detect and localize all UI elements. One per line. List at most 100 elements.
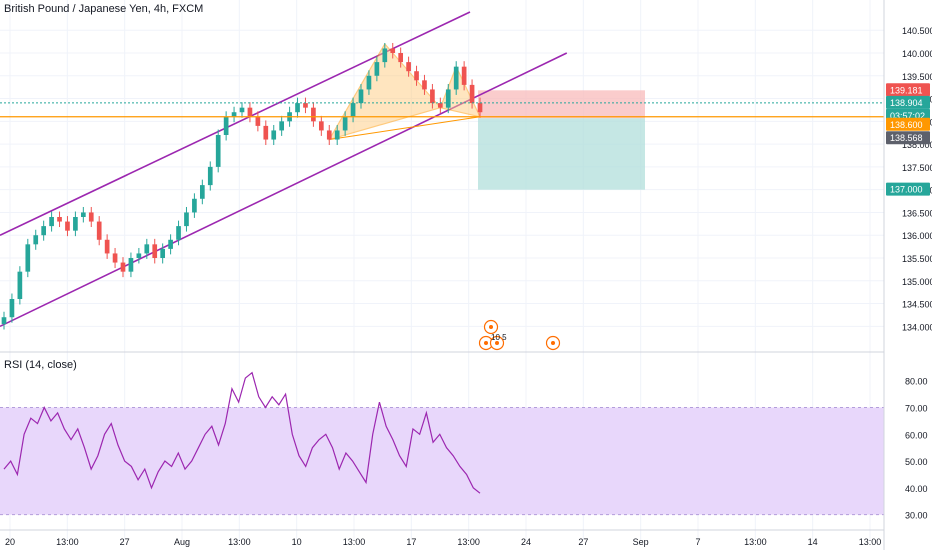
candle-body: [112, 253, 118, 263]
price-tick-label: 135.000: [902, 277, 932, 287]
candle-body: [1, 317, 7, 325]
candle-body: [247, 107, 253, 117]
candle-body: [199, 185, 205, 199]
candle-body: [414, 71, 419, 81]
event-marker-dot: [489, 325, 493, 329]
event-marker-dot: [495, 341, 499, 345]
candle-body: [445, 89, 451, 108]
time-tick-label: 27: [578, 537, 588, 547]
events[interactable]: 10 5: [478, 319, 561, 351]
time-tick-label: 7: [695, 537, 700, 547]
candle-body: [358, 89, 364, 104]
time-tick-label: 27: [120, 537, 130, 547]
rsi-title: RSI (14, close): [4, 359, 77, 371]
candle-body: [136, 253, 142, 258]
pattern-xab-triangle[interactable]: [327, 42, 442, 141]
price-tick-label: 139.500: [902, 72, 932, 82]
candle-body: [49, 217, 54, 227]
candle-body: [25, 244, 31, 272]
candle-body: [382, 48, 388, 63]
price-badge-label: 138.904: [890, 98, 923, 108]
event-count-label: 10 5: [491, 333, 507, 342]
position-zones: [478, 90, 645, 190]
price-badge: [886, 83, 930, 97]
time-tick-label: Aug: [174, 537, 190, 547]
candle-body: [326, 130, 332, 140]
candle-body: [80, 212, 86, 217]
candle-body: [192, 198, 197, 213]
candle-body: [152, 244, 158, 258]
candle-body: [430, 89, 435, 104]
candle-body: [477, 103, 483, 113]
candle-body: [469, 84, 475, 104]
candle-body: [168, 239, 173, 249]
harmonic-pattern[interactable]: [327, 42, 482, 141]
price-axis-bg: [884, 0, 932, 550]
time-tick-label: 10: [292, 537, 302, 547]
rsi-tick-label: 70.00: [905, 404, 928, 414]
time-tick-label: 13:00: [56, 537, 79, 547]
candle-body: [144, 244, 150, 254]
price-tick-label: 136.000: [902, 231, 932, 241]
candle-body: [104, 239, 110, 254]
event-marker-dot: [551, 341, 555, 345]
candle-body: [17, 271, 23, 299]
candle-body: [437, 103, 443, 108]
candle-body: [461, 66, 467, 85]
rsi-tick-label: 80.00: [905, 377, 928, 387]
candle-body: [207, 166, 213, 186]
candle-body: [311, 107, 316, 122]
candle-body: [279, 121, 285, 131]
candle-body: [160, 248, 166, 258]
candle-body: [255, 116, 261, 126]
candle-body: [73, 217, 78, 231]
candle-body: [184, 212, 189, 227]
candle-body: [398, 53, 404, 63]
candles: [1, 42, 483, 330]
stop-loss-zone: [478, 90, 645, 119]
candle-body: [263, 125, 269, 140]
price-badge: [886, 131, 930, 145]
price-badge-label: 138.600: [890, 120, 923, 130]
price-badge: [886, 95, 930, 109]
price-badge-label: 137.000: [890, 185, 923, 195]
price-tick-label: 137.500: [902, 163, 932, 173]
rsi-tick-label: 30.00: [905, 511, 928, 521]
time-tick-label: 13:00: [343, 537, 366, 547]
rsi-line: [3, 371, 481, 494]
price-badge-label: 139.181: [890, 85, 923, 95]
time-tick-label: 13:00: [228, 537, 251, 547]
rsi-band: [0, 407, 884, 516]
candle-body: [33, 235, 39, 245]
channel-upper-line[interactable]: [0, 11, 471, 236]
price-levels: [0, 102, 884, 118]
candle-body: [350, 103, 356, 117]
time-tick-label: 20: [5, 537, 15, 547]
chart-title: British Pound / Japanese Yen, 4h, FXCM: [4, 3, 204, 15]
time-tick-label: 13:00: [859, 537, 882, 547]
rsi-tick-label: 60.00: [905, 430, 928, 440]
candle-body: [128, 258, 134, 272]
price-tick-label: 135.500: [902, 254, 932, 264]
rsi-tick-label: 40.00: [905, 484, 928, 494]
time-tick-label: 13:00: [744, 537, 767, 547]
candle-body: [406, 62, 411, 72]
candle-body: [231, 112, 237, 117]
candle-body: [120, 262, 126, 272]
candle-body: [303, 103, 308, 108]
time-tick-label: Sep: [633, 537, 649, 547]
candle-body: [342, 116, 348, 131]
time-tick-label: 14: [808, 537, 818, 547]
price-tick-label: 136.500: [902, 208, 932, 218]
price-tick-label: 134.000: [902, 322, 932, 332]
candle-body: [295, 103, 300, 113]
price-tick-label: 138.000: [902, 140, 932, 150]
price-tick-label: 140.500: [902, 26, 932, 36]
candle-body: [88, 212, 94, 222]
pattern-base-line[interactable]: [329, 116, 481, 141]
take-profit-zone: [478, 118, 645, 190]
price-badge: [886, 117, 930, 131]
